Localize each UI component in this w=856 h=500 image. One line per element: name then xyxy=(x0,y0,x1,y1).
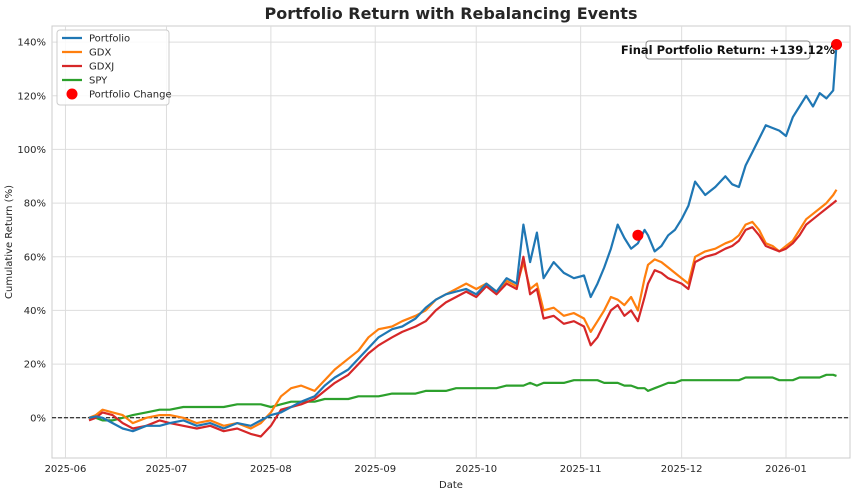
x-tick-label: 2025-06 xyxy=(45,464,87,475)
y-tick-label: 120% xyxy=(17,91,46,102)
y-tick-labels: 0% 20% 40% 60% 80% 100% 120% 140% xyxy=(17,38,46,425)
legend: Portfolio GDX GDXJ SPY Portfolio Change xyxy=(56,29,172,106)
x-tick-label: 2025-08 xyxy=(250,464,292,475)
x-tick-label: 2025-09 xyxy=(354,464,396,475)
series-line-portfolio xyxy=(88,44,838,433)
annotation-text: Final Portfolio Return: +139.12% xyxy=(621,43,836,57)
x-tick-label: 2025-12 xyxy=(661,464,703,475)
x-tick-label: 2025-10 xyxy=(455,464,497,475)
legend-box xyxy=(56,29,170,106)
y-tick-label: 60% xyxy=(24,252,46,263)
legend-label-portfolio-change: Portfolio Change xyxy=(89,90,172,101)
legend-label-portfolio: Portfolio xyxy=(89,34,130,45)
plot-area xyxy=(51,25,851,459)
annotation-box xyxy=(645,40,811,60)
y-axis-label: Cumulative Return (%) xyxy=(4,185,15,299)
series-line-gdxj xyxy=(88,199,838,438)
x-tick-label: 2025-07 xyxy=(146,464,188,475)
x-tick-labels: 2025-06 2025-07 2025-08 2025-09 2025-10 2025-… xyxy=(45,464,807,475)
rebalance-markers xyxy=(632,38,843,241)
y-tick-label: 0% xyxy=(30,413,46,424)
legend-items: Portfolio GDX GDXJ SPY Portfolio Change xyxy=(62,34,172,101)
portfolio-change-marker xyxy=(632,229,644,241)
series-line-gdx xyxy=(88,189,838,430)
x-axis-label: Date xyxy=(439,480,463,491)
y-tick-label: 80% xyxy=(24,199,46,210)
final-return-annotation: Final Portfolio Return: +139.12% xyxy=(621,40,836,60)
legend-label-gdx: GDX xyxy=(89,48,111,59)
series-lines xyxy=(88,44,838,438)
portfolio-change-marker xyxy=(831,38,843,50)
y-tick-label: 20% xyxy=(24,360,46,371)
legend-marker-portfolio-change xyxy=(66,88,78,100)
y-tick-label: 40% xyxy=(24,306,46,317)
x-tick-label: 2025-11 xyxy=(560,464,602,475)
grid-lines xyxy=(52,26,850,458)
legend-label-gdxj: GDXJ xyxy=(89,62,114,73)
y-tick-label: 140% xyxy=(17,38,46,49)
legend-label-spy: SPY xyxy=(89,76,108,87)
x-tick-label: 2026-01 xyxy=(765,464,807,475)
chart-title: Portfolio Return with Rebalancing Events xyxy=(265,4,638,23)
y-tick-label: 100% xyxy=(17,145,46,156)
series-line-spy xyxy=(89,373,837,422)
